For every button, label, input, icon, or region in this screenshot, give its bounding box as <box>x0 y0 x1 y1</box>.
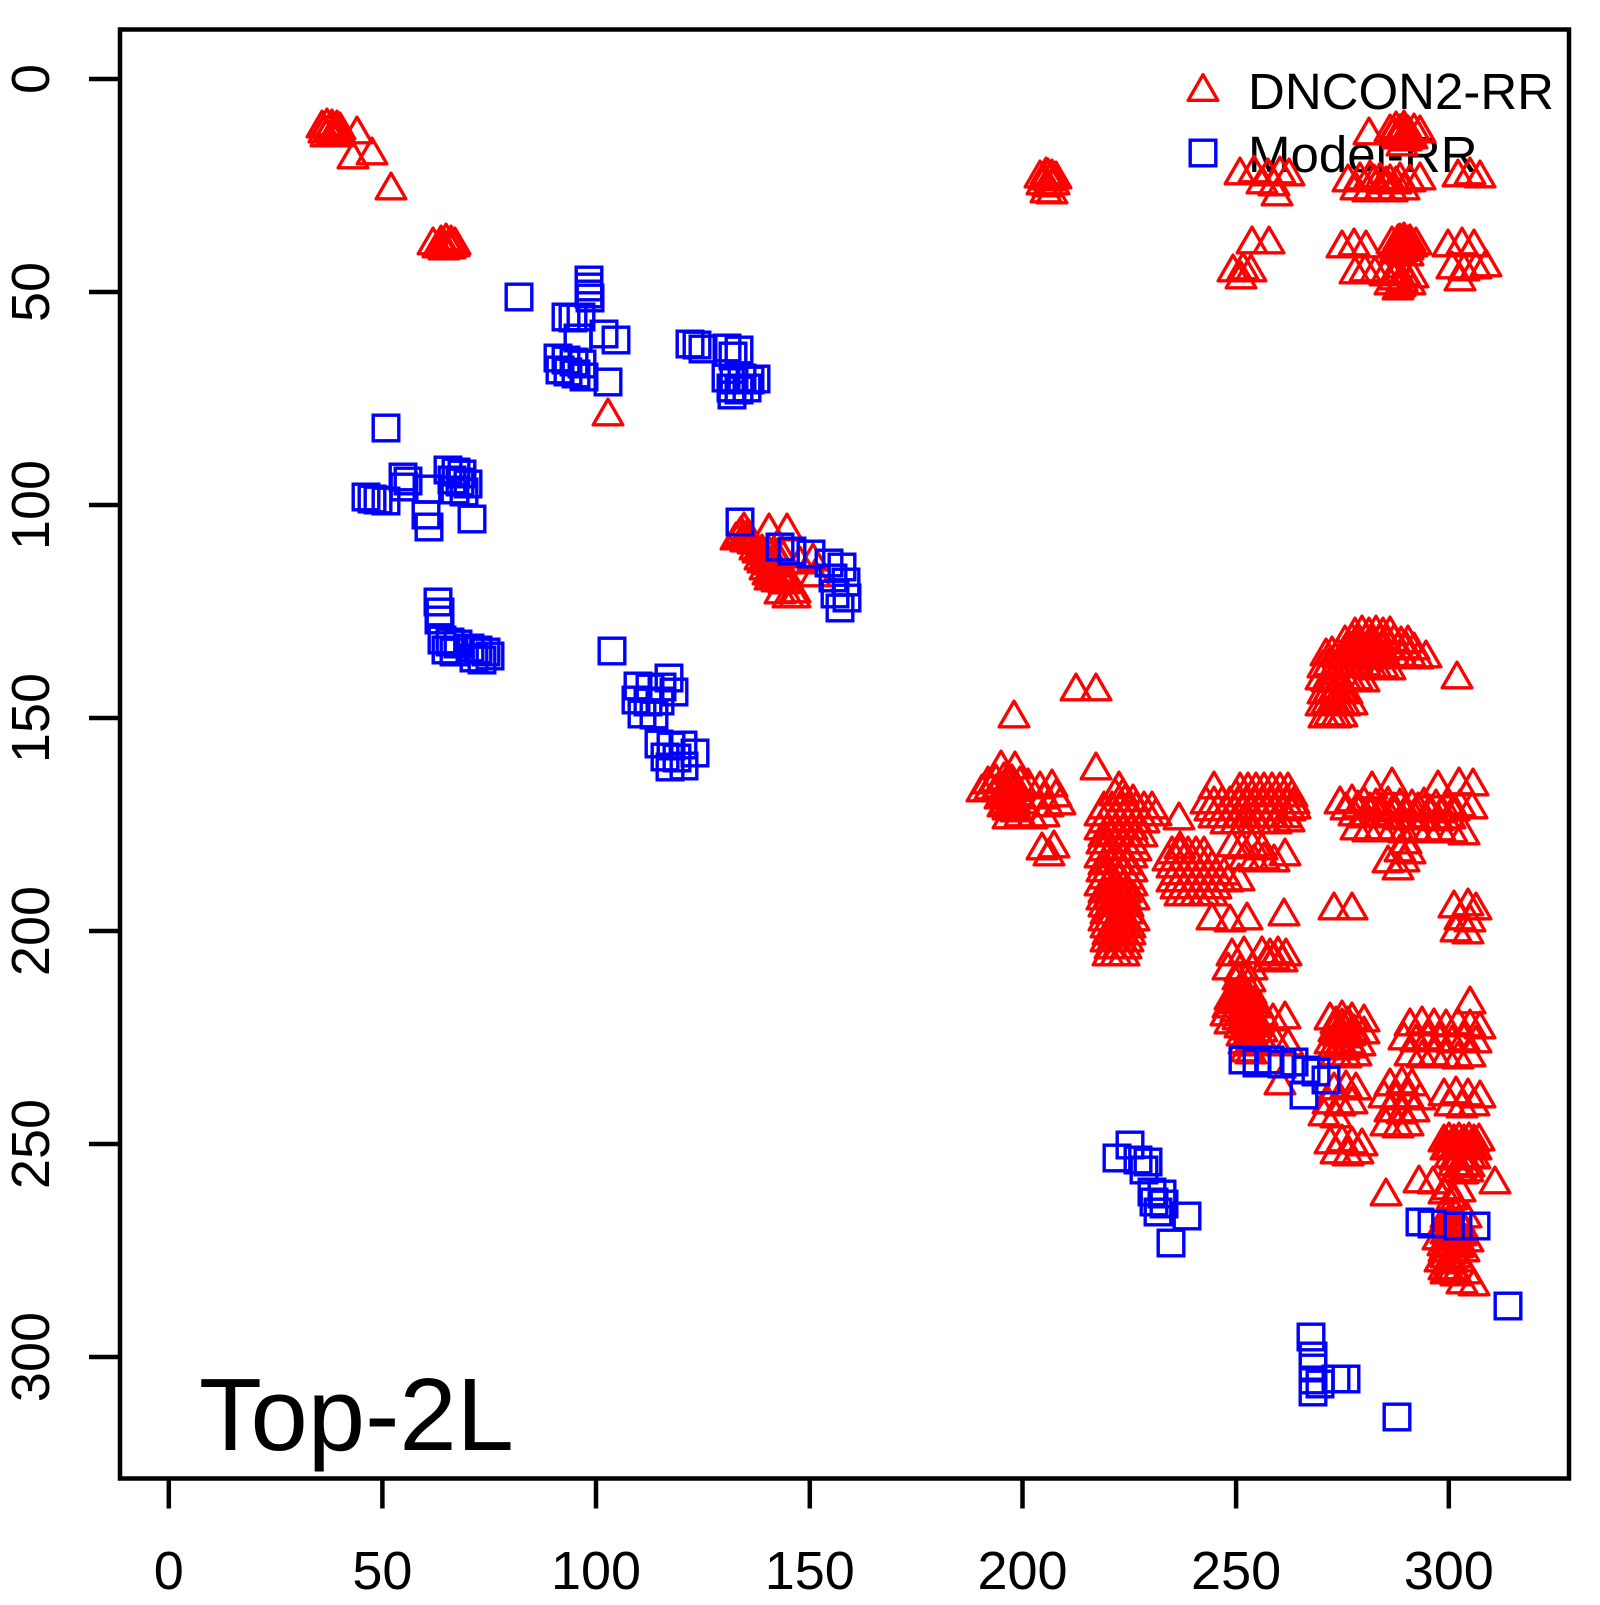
svg-text:200: 200 <box>1 886 61 976</box>
svg-text:50: 50 <box>352 1541 412 1600</box>
svg-text:200: 200 <box>977 1541 1067 1600</box>
svg-text:150: 150 <box>1 673 61 763</box>
svg-text:DNCON2-RR: DNCON2-RR <box>1248 63 1554 120</box>
svg-text:Top-2L: Top-2L <box>199 1357 514 1472</box>
svg-text:250: 250 <box>1191 1541 1281 1600</box>
svg-text:300: 300 <box>1 1312 61 1402</box>
svg-text:50: 50 <box>1 262 61 322</box>
svg-text:100: 100 <box>551 1541 641 1600</box>
svg-text:150: 150 <box>765 1541 855 1600</box>
svg-text:0: 0 <box>154 1541 184 1600</box>
svg-text:250: 250 <box>1 1099 61 1189</box>
svg-text:100: 100 <box>1 460 61 550</box>
svg-text:0: 0 <box>1 64 61 94</box>
svg-text:300: 300 <box>1404 1541 1494 1600</box>
